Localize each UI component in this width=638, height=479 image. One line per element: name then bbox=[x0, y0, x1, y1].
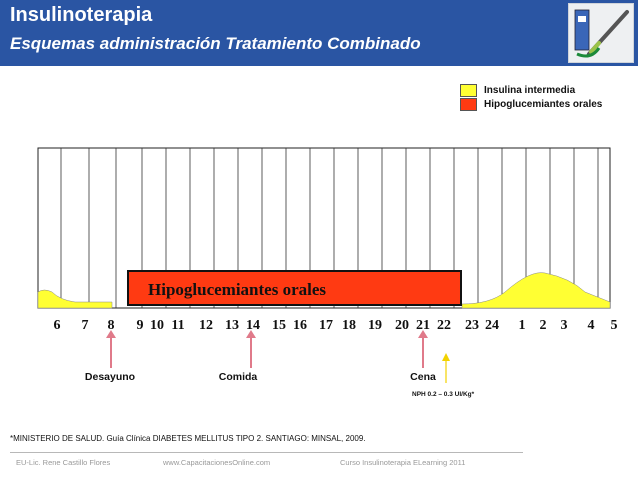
hour-tick-23: 23 bbox=[465, 318, 479, 333]
hour-tick-1: 1 bbox=[518, 318, 526, 333]
footer-website: www.CapacitacionesOnline.com bbox=[163, 458, 271, 467]
hour-tick-13: 13 bbox=[225, 318, 239, 333]
oral-hypoglycemic-label: Hipoglucemiantes orales bbox=[148, 280, 327, 299]
hour-tick-21: 21 bbox=[416, 318, 430, 333]
header-bar: Insulinoterapia Esquemas administración … bbox=[0, 0, 638, 66]
footer-divider bbox=[10, 452, 523, 453]
hour-tick-6: 6 bbox=[53, 318, 61, 333]
arrow-desayuno-head bbox=[106, 330, 116, 338]
hour-tick-20: 20 bbox=[395, 318, 409, 333]
hour-tick-24: 24 bbox=[485, 318, 499, 333]
arrow-nph-head bbox=[442, 353, 450, 361]
footer-author: EU-Lic. Rene Castillo Flores bbox=[16, 458, 111, 467]
source-citation: *MINISTERIO DE SALUD. Guía Clínica DIABE… bbox=[10, 434, 366, 443]
arrow-cena-head bbox=[418, 330, 428, 338]
hour-tick-7: 7 bbox=[81, 318, 89, 333]
meal-label-comida: Comida bbox=[218, 371, 258, 383]
hour-tick-17: 17 bbox=[319, 318, 333, 333]
hour-tick-5: 5 bbox=[610, 318, 618, 333]
hour-tick-8: 8 bbox=[107, 318, 115, 333]
insulin-pen-image bbox=[568, 3, 634, 63]
hour-tick-15: 15 bbox=[272, 318, 286, 333]
legend-item-oral: Hipoglucemiantes orales bbox=[460, 98, 602, 111]
oral-hypoglycemic-bar bbox=[127, 270, 462, 306]
insulin-curve-morning bbox=[37, 289, 113, 309]
insulin-curve-night bbox=[461, 272, 611, 309]
meal-label-cena: Cena bbox=[410, 371, 436, 383]
legend-item-insulin: Insulina intermedia bbox=[460, 84, 575, 97]
legend-swatch-yellow bbox=[460, 84, 477, 97]
slide-title: Insulinoterapia bbox=[10, 4, 153, 26]
hour-tick-19: 19 bbox=[368, 318, 382, 333]
hour-tick-22: 22 bbox=[437, 318, 451, 333]
hour-tick-2: 2 bbox=[539, 318, 547, 333]
arrow-comida-head bbox=[246, 330, 256, 338]
footer-course: Curso Insulinoterapia ELearning 2011 bbox=[340, 458, 466, 467]
hour-tick-4: 4 bbox=[587, 318, 595, 333]
chart-frame bbox=[37, 147, 611, 309]
hour-tick-12: 12 bbox=[199, 318, 213, 333]
meal-label-desayuno: Desayuno bbox=[84, 371, 136, 383]
hour-tick-9: 9 bbox=[136, 318, 144, 333]
hour-tick-11: 11 bbox=[171, 318, 185, 333]
legend-label-insulin: Insulina intermedia bbox=[484, 85, 576, 96]
hour-tick-10: 10 bbox=[150, 318, 164, 333]
nph-dose-note: NPH 0.2 – 0.3 UI/Kg* bbox=[412, 391, 475, 398]
hour-tick-16: 16 bbox=[293, 318, 307, 333]
hour-tick-18: 18 bbox=[342, 318, 356, 333]
meal-arrows bbox=[106, 330, 450, 383]
hour-tick-14: 14 bbox=[246, 318, 260, 333]
legend-label-oral: Hipoglucemiantes orales bbox=[484, 99, 603, 110]
hour-tick-3: 3 bbox=[560, 318, 568, 333]
legend-swatch-red bbox=[460, 98, 477, 111]
slide-subtitle: Esquemas administración Tratamiento Comb… bbox=[10, 34, 421, 53]
